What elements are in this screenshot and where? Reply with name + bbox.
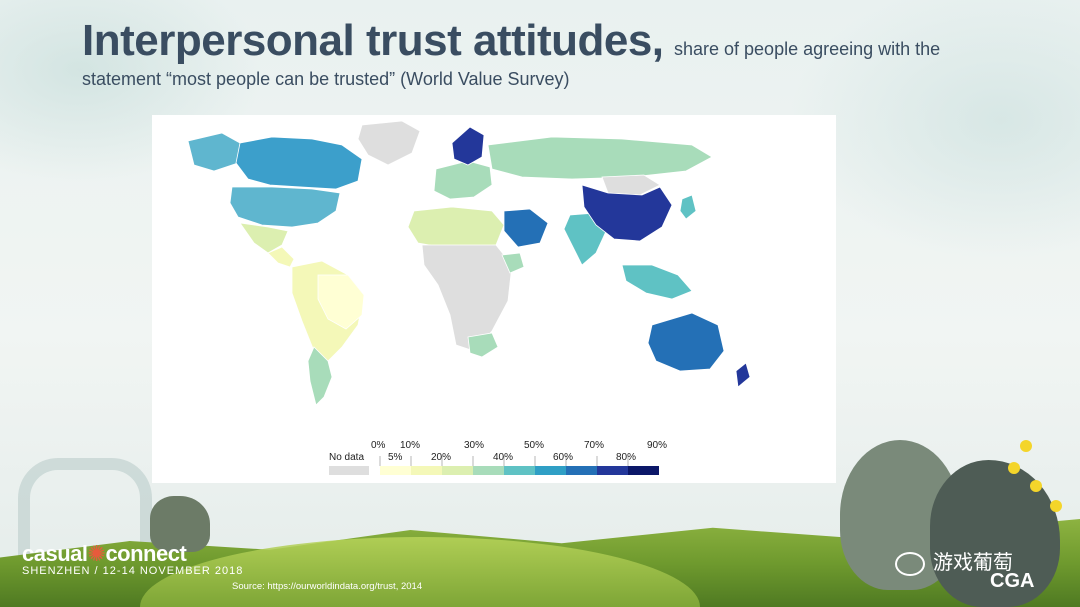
- slide-title: Interpersonal trust attitudes, share of …: [82, 16, 1042, 66]
- wechat-name: 游戏葡萄: [933, 552, 1013, 574]
- event-name-b: connect: [105, 541, 187, 566]
- region-mexico: [239, 222, 289, 254]
- region-china: [581, 184, 673, 242]
- region-europe: [433, 160, 493, 200]
- region-new-zealand: [735, 362, 751, 388]
- legend-swatch: [628, 466, 659, 475]
- decorative-flower-icon: [1030, 480, 1042, 492]
- event-name: casual✺connect: [22, 541, 243, 567]
- region-canada: [235, 136, 363, 190]
- decorative-rock: [150, 496, 210, 552]
- region-russia: [487, 136, 713, 180]
- region-southeast-asia: [621, 264, 693, 300]
- region-brazil: [317, 274, 365, 330]
- decorative-flower-icon: [1008, 462, 1020, 474]
- region-japan: [679, 194, 697, 220]
- region-australia: [647, 312, 725, 372]
- event-logo: casual✺connect SHENZHEN / 12-14 NOVEMBER…: [22, 541, 243, 577]
- legend-swatch: [380, 466, 411, 475]
- region-north-africa: [407, 206, 505, 250]
- world-map: [187, 120, 751, 475]
- title-subtitle-part1: share of people agreeing with the: [674, 39, 941, 59]
- decorative-flower-icon: [1050, 500, 1062, 512]
- region-greenland: [357, 120, 421, 166]
- region-middle-east: [503, 208, 549, 248]
- source-citation: Source: https://ourworldindata.org/trust…: [232, 581, 423, 592]
- map-legend: [379, 456, 659, 475]
- region-central-america: [267, 246, 295, 268]
- legend-swatch: [566, 466, 597, 475]
- legend-swatch: [442, 466, 473, 475]
- title-subtitle-part2: statement “most people can be trusted” (…: [82, 69, 570, 89]
- legend-swatch: [535, 466, 566, 475]
- region-usa: [229, 186, 341, 228]
- decorative-arch: [18, 458, 152, 560]
- logo-flower-icon: ✺: [87, 541, 106, 566]
- wechat-watermark: 游戏葡萄: [895, 546, 1013, 576]
- legend-swatch: [597, 466, 628, 475]
- legend-swatch: [504, 466, 535, 475]
- region-mongolia: [601, 174, 661, 196]
- world-map-panel: No data 0% 10% 30% 50% 70% 90% 5% 20% 40…: [152, 115, 836, 483]
- region-argentina: [307, 346, 333, 406]
- region-ethiopia: [501, 252, 525, 274]
- decorative-flower-icon: [1020, 440, 1032, 452]
- event-name-a: casual: [22, 541, 88, 566]
- region-south-africa: [467, 332, 499, 358]
- title-main: Interpersonal trust attitudes,: [82, 16, 664, 65]
- region-alaska: [187, 132, 241, 172]
- legend-swatch: [411, 466, 442, 475]
- region-scandinavia: [451, 126, 485, 166]
- region-africa: [421, 244, 513, 352]
- event-details: SHENZHEN / 12-14 NOVEMBER 2018: [22, 565, 244, 577]
- legend-swatch: [473, 466, 504, 475]
- wechat-icon: [895, 551, 925, 576]
- cga-logo: CGA: [990, 570, 1035, 592]
